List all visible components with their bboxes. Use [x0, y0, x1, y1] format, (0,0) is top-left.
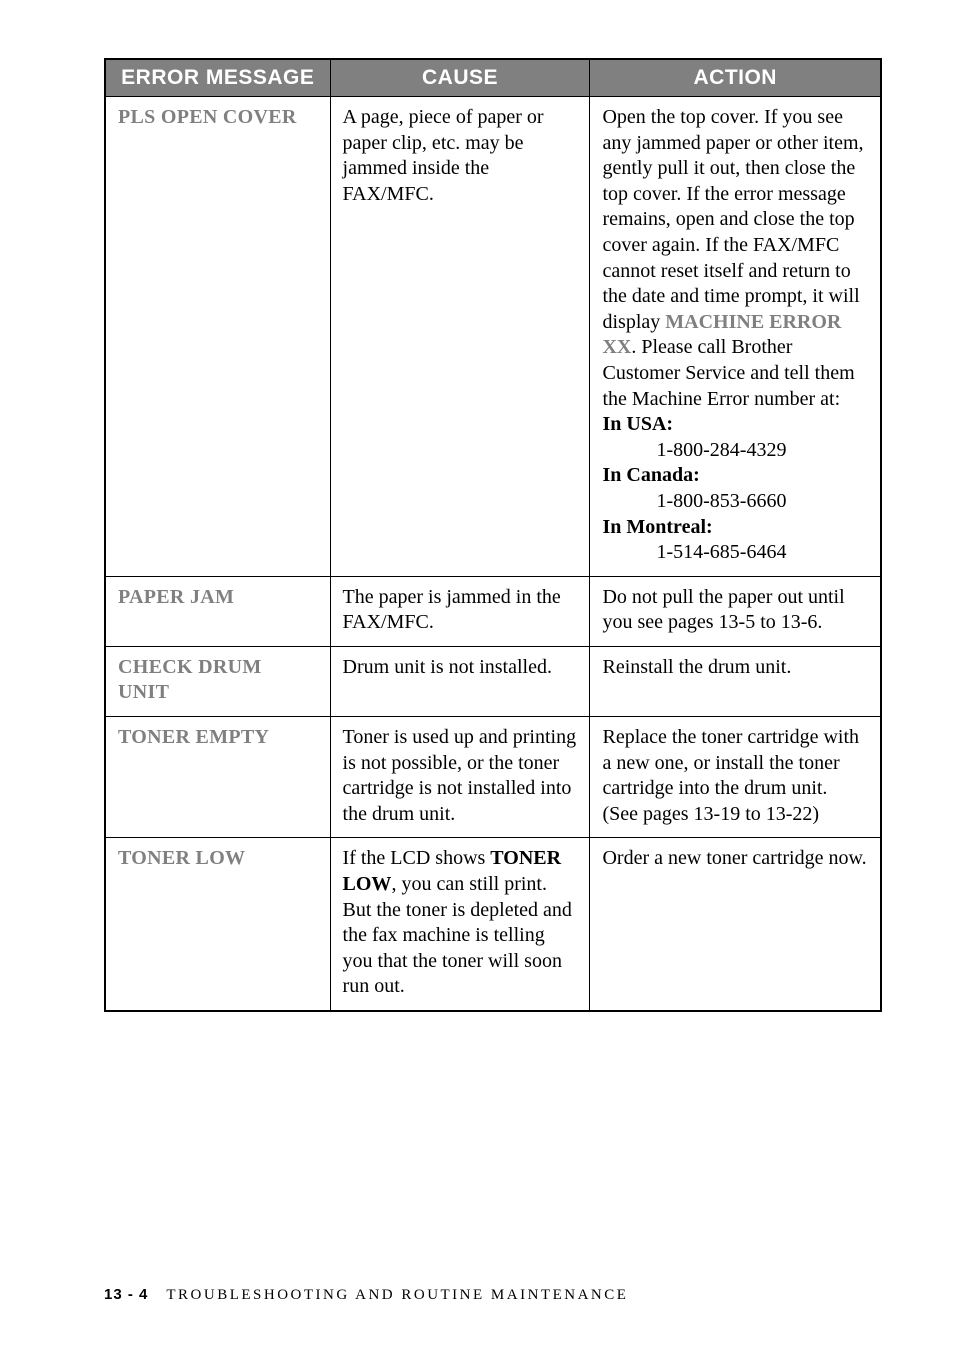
- header-cause: CAUSE: [330, 59, 590, 97]
- action-cell: Open the top cover. If you see any jamme…: [590, 97, 881, 577]
- action-cell: Reinstall the drum unit.: [590, 646, 881, 716]
- table-row: CHECK DRUM UNIT Drum unit is not install…: [105, 646, 881, 716]
- error-code: PAPER JAM: [118, 586, 234, 608]
- action-text: Replace the toner cartridge with a new o…: [602, 726, 859, 825]
- error-code: CHECK DRUM UNIT: [118, 656, 262, 704]
- cause-cell: If the LCD shows TONER LOW, you can stil…: [330, 838, 590, 1011]
- action-text-pre: Open the top cover. If you see any jamme…: [602, 106, 863, 333]
- error-code: TONER EMPTY: [118, 726, 269, 748]
- action-text-mid: . Please call Brother Customer Service a…: [602, 336, 854, 409]
- error-code: TONER LOW: [118, 847, 245, 869]
- table-header-row: ERROR MESSAGE CAUSE ACTION: [105, 59, 881, 97]
- label-in-usa: In USA:: [602, 413, 673, 435]
- error-code: PLS OPEN COVER: [118, 106, 297, 128]
- action-cell: Order a new toner cartridge now.: [590, 838, 881, 1011]
- error-message-table: ERROR MESSAGE CAUSE ACTION PLS OPEN COVE…: [104, 58, 882, 1012]
- header-error-message: ERROR MESSAGE: [105, 59, 330, 97]
- header-action: ACTION: [590, 59, 881, 97]
- footer-title: TROUBLESHOOTING AND ROUTINE MAINTENANCE: [166, 1287, 628, 1303]
- phone-canada: 1-800-853-6660: [602, 489, 868, 515]
- action-cell: Do not pull the paper out until you see …: [590, 576, 881, 646]
- cause-cell: A page, piece of paper or paper clip, et…: [330, 97, 590, 577]
- page-number: 13 - 4: [104, 1286, 148, 1303]
- action-cell: Replace the toner cartridge with a new o…: [590, 717, 881, 838]
- label-in-canada: In Canada:: [602, 464, 699, 486]
- cause-pre: If the LCD shows: [343, 847, 491, 869]
- phone-montreal: 1-514-685-6464: [602, 540, 868, 566]
- cause-cell: Drum unit is not installed.: [330, 646, 590, 716]
- table-row: TONER LOW If the LCD shows TONER LOW, yo…: [105, 838, 881, 1011]
- cause-cell: The paper is jammed in the FAX/MFC.: [330, 576, 590, 646]
- cause-cell: Toner is used up and printing is not pos…: [330, 717, 590, 838]
- table-row: PLS OPEN COVER A page, piece of paper or…: [105, 97, 881, 577]
- page-footer: 13 - 4 TROUBLESHOOTING AND ROUTINE MAINTE…: [104, 1286, 628, 1304]
- table-row: TONER EMPTY Toner is used up and printin…: [105, 717, 881, 838]
- label-in-montreal: In Montreal:: [602, 516, 712, 538]
- table-row: PAPER JAM The paper is jammed in the FAX…: [105, 576, 881, 646]
- phone-usa: 1-800-284-4329: [602, 438, 868, 464]
